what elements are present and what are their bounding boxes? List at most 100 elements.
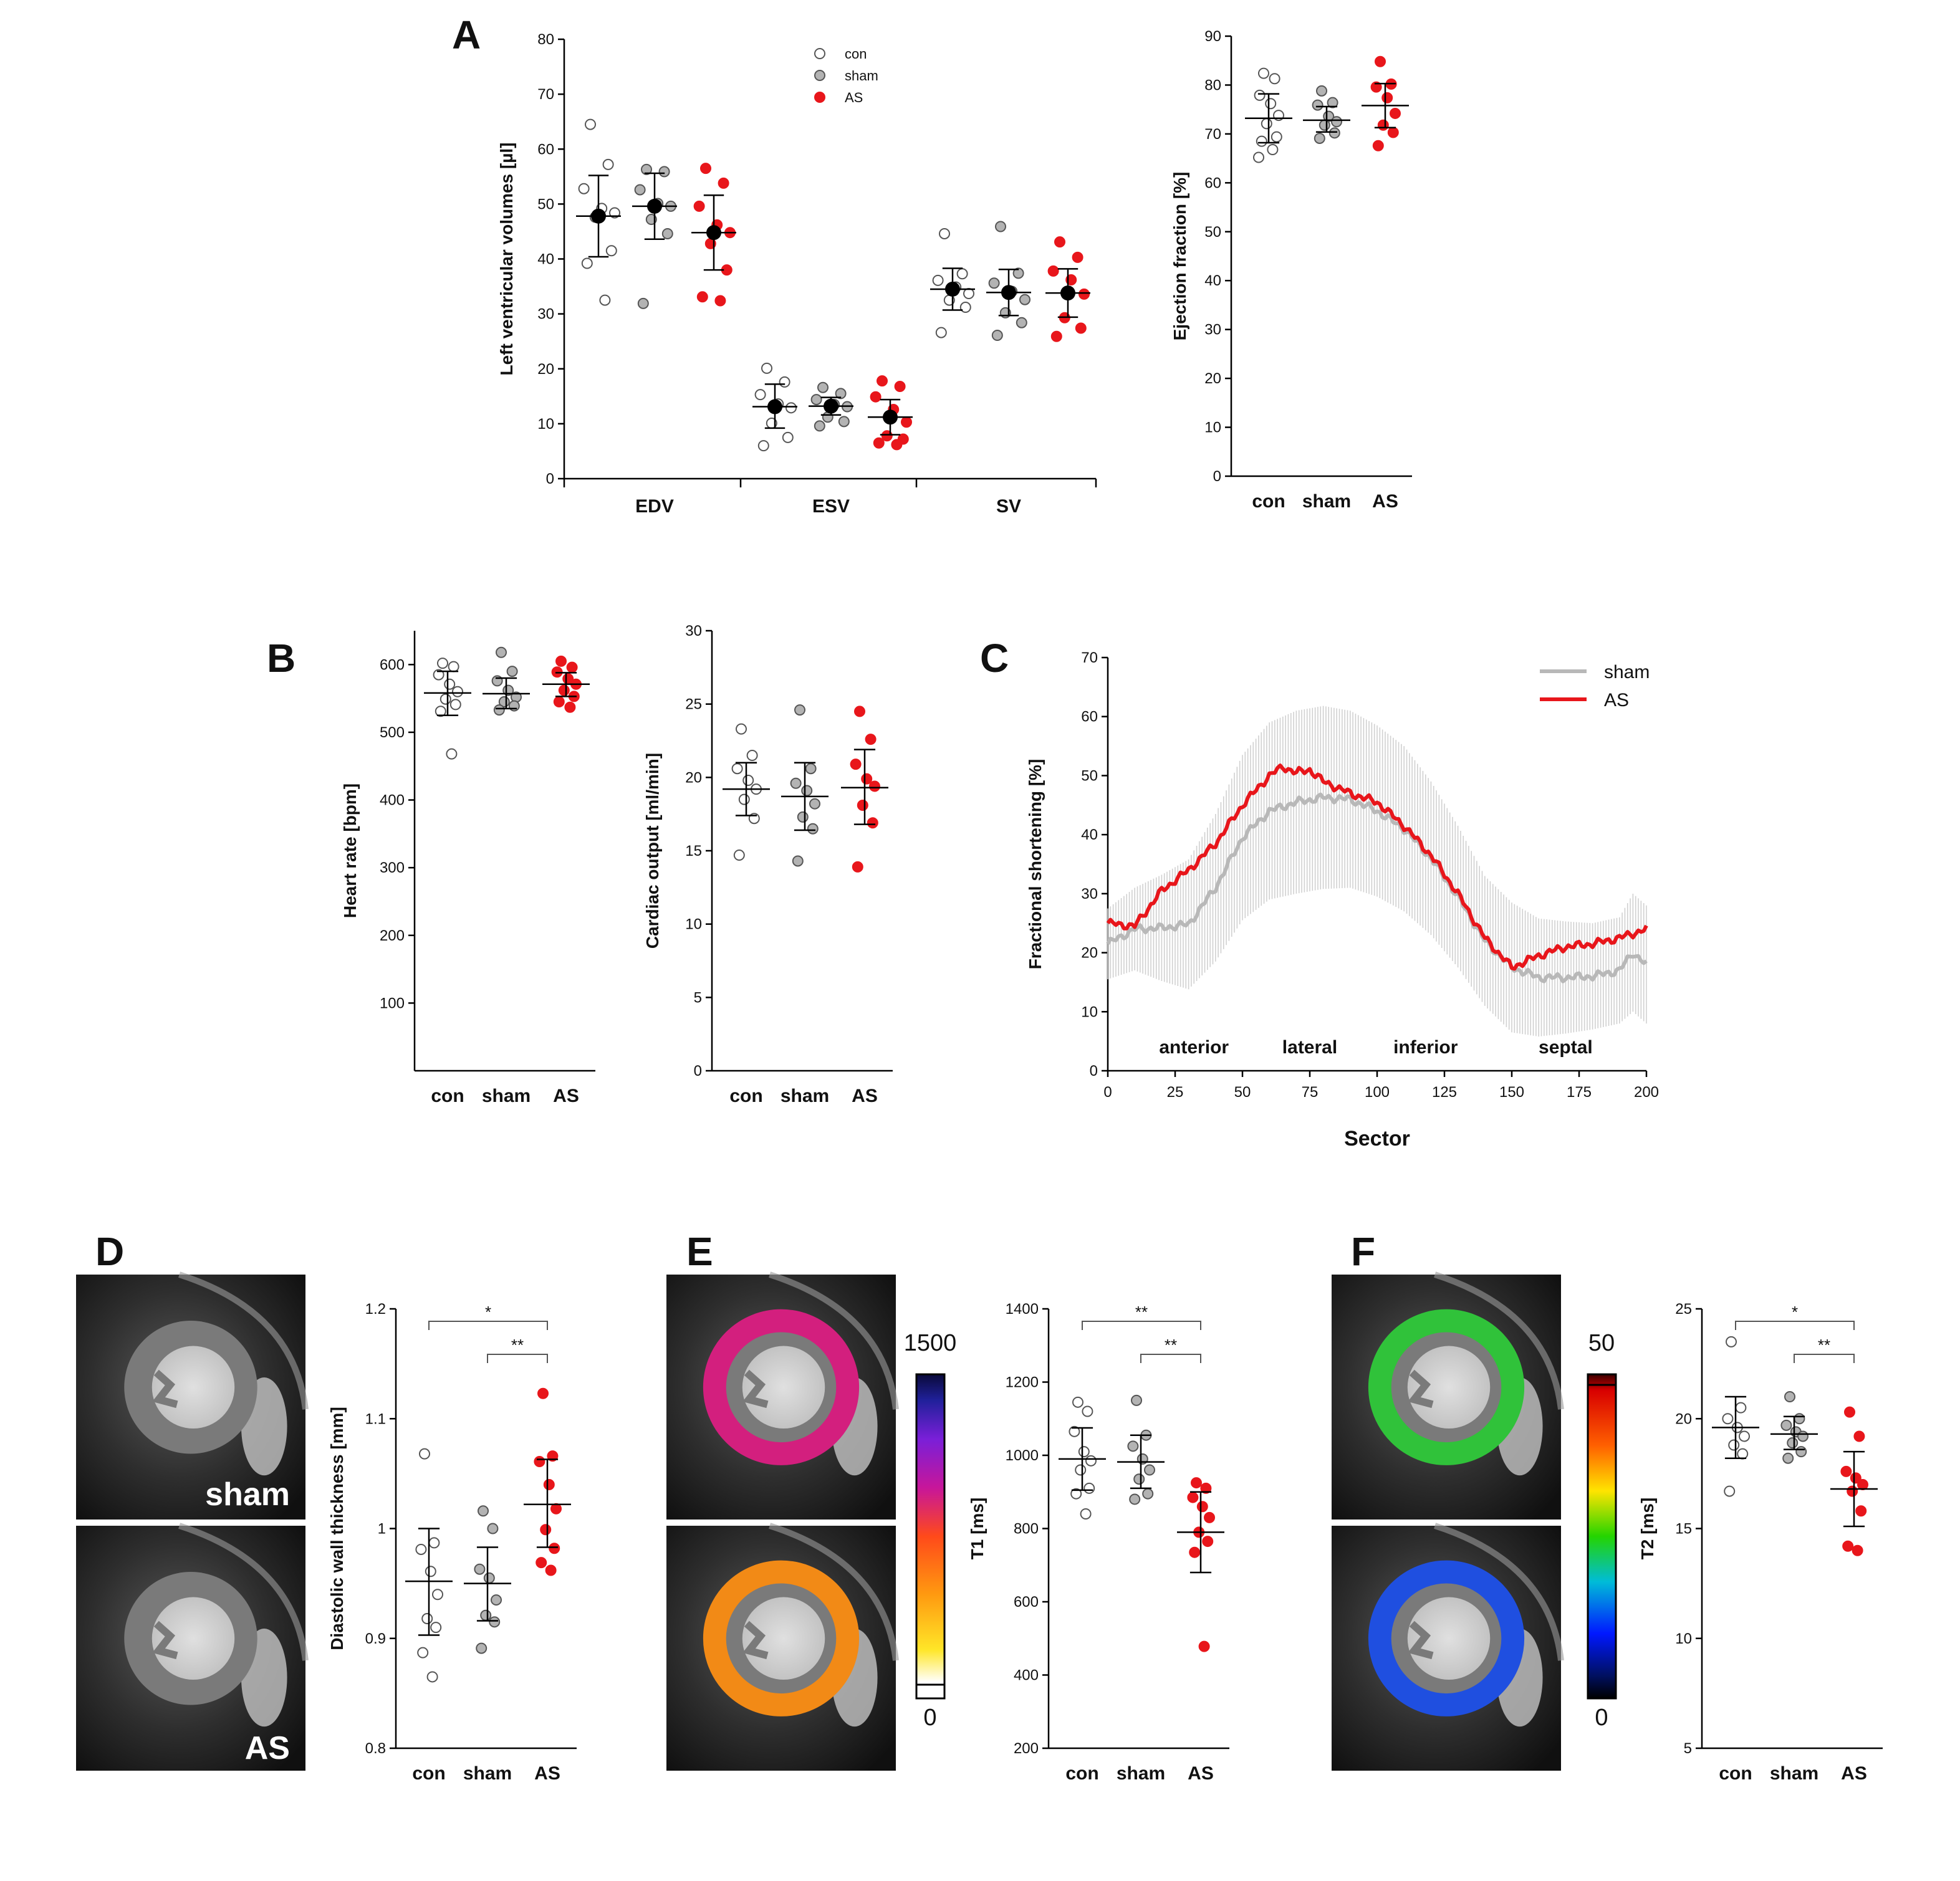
t2-y-axis-label: T2 [ms] [1638, 1498, 1657, 1560]
cardiac-output-chart: 0 5 10 15 20 25 30 Cardiac output [ml/min] con sh… [643, 623, 893, 1106]
volumes-legend-marker-sham [814, 70, 825, 81]
fractional-shortening-chart: 0 10 20 30 40 50 60 70 Fractional shortening [%]… [1026, 649, 1659, 1151]
panel-letter-e: E [686, 1229, 713, 1274]
fs-y-axis-label: Fractional shortening [%] [1026, 759, 1045, 970]
t2-AS-point [1853, 1430, 1865, 1442]
hr-y-tick-label: 300 [380, 859, 405, 876]
fs-region-label-anterior: anterior [1159, 1037, 1229, 1058]
ef-sham-point [1328, 127, 1340, 139]
volumes-EDV-con-point [602, 158, 614, 170]
t2-AS-point [1857, 1479, 1868, 1490]
volumes-EDV-sham-point [658, 166, 670, 178]
wall-sham-point [476, 1642, 488, 1654]
volumes-SV-con-mean-marker [945, 281, 960, 297]
hr-y-tick-label: 100 [380, 995, 405, 1012]
fs-x-tick-label: 0 [1103, 1084, 1112, 1101]
ef-x-label-AS: AS [1372, 491, 1398, 512]
t2-significance-label: ** [1818, 1336, 1830, 1354]
co-y-tick-label: 25 [685, 696, 702, 713]
t1-y-tick-label: 400 [1014, 1667, 1039, 1684]
t2map-sham-chest-wall [1434, 1271, 1564, 1410]
t1-significance-bracket [1082, 1321, 1201, 1330]
hr-con-point [448, 661, 459, 672]
t1-sham-point [1142, 1488, 1154, 1500]
hr-sham-point [508, 700, 520, 712]
t1-con-point [1078, 1446, 1090, 1458]
hr-y-tick-label: 500 [380, 724, 405, 741]
cine-sham-blood-pool [151, 1346, 235, 1429]
fs-legend-label-sham: sham [1604, 662, 1650, 682]
volumes-ESV-AS-point [891, 439, 903, 451]
volumes-EDV-con-point [605, 245, 617, 257]
volumes-ESV-sham-mean-marker [824, 398, 838, 414]
ef-y-tick-label: 10 [1204, 419, 1221, 436]
wall-significance-bracket [487, 1354, 548, 1363]
volumes-EDV-con-point [599, 294, 611, 306]
t1-y-tick-label: 200 [1014, 1740, 1039, 1757]
t1map-as-blood-pool [742, 1597, 825, 1680]
t2-con-point [1726, 1336, 1737, 1347]
t2-significance-bracket [1794, 1354, 1855, 1363]
volumes-x-label-ESV: ESV [812, 496, 850, 517]
volumes-ESV-sham-point [838, 416, 850, 428]
t1-colorbar: 1500 0 [904, 1330, 957, 1731]
cine-as-papillary-muscle [152, 1620, 178, 1660]
volumes-y-tick-label: 80 [537, 31, 554, 48]
ef-sham-point [1331, 116, 1342, 128]
fs-x-tick-label: 200 [1634, 1084, 1659, 1101]
volumes-ESV-AS-mean-marker [883, 409, 898, 425]
ef-sham-point [1312, 99, 1323, 111]
t1-AS-point [1196, 1501, 1208, 1513]
hr-y-tick-label: 600 [380, 656, 405, 673]
volumes-SV-con-point [939, 227, 950, 239]
t1-x-label-sham: sham [1117, 1763, 1165, 1784]
volumes-y-tick-label: 20 [537, 361, 554, 378]
cine-as-blood-pool [151, 1597, 235, 1680]
ef-sham-point [1314, 132, 1325, 144]
t1-sham-point [1133, 1473, 1145, 1485]
t1-AS-point [1202, 1536, 1214, 1548]
t1-y-axis-label: T1 [ms] [968, 1498, 987, 1560]
t1-sham-point [1129, 1493, 1141, 1505]
fs-x-tick-label: 175 [1567, 1084, 1592, 1101]
hr-x-label-sham: sham [482, 1086, 531, 1106]
hr-con-point [446, 748, 458, 760]
volumes-EDV-AS-point [718, 177, 729, 189]
t1-con-point [1083, 1482, 1095, 1494]
hr-AS-point [555, 655, 567, 667]
t2map-sham-map-ring [1368, 1309, 1525, 1465]
volumes-SV-sham-point [1016, 317, 1027, 328]
ejection-fraction-chart: 0 10 20 30 40 50 60 70 80 90 Ejection fraction [%]… [1170, 28, 1412, 512]
panel-letter-a: A [452, 12, 481, 57]
hr-sham-point [506, 666, 518, 677]
ef-con-point [1271, 131, 1282, 143]
co-y-tick-label: 10 [685, 916, 702, 933]
hr-AS-point [558, 684, 570, 696]
volumes-ESV-AS-point [877, 375, 888, 387]
wall-y-tick-label: 1.2 [365, 1301, 386, 1318]
volumes-ESV-AS-point [901, 416, 912, 428]
wall-AS-point [543, 1479, 555, 1490]
volumes-EDV-con-mean-marker [591, 208, 606, 224]
t1-AS-point [1189, 1546, 1201, 1558]
volumes-legend-label-AS: AS [845, 90, 863, 105]
t1-colorbar-max: 1500 [904, 1330, 957, 1356]
panel-letter-d: D [95, 1229, 124, 1274]
co-x-label-sham: sham [781, 1086, 829, 1106]
t2-x-label-sham: sham [1770, 1763, 1818, 1784]
hr-AS-point [566, 661, 578, 673]
volumes-y-tick-label: 0 [546, 471, 554, 487]
cine-sham-papillary-muscle [152, 1369, 178, 1409]
volumes-ESV-sham-point [814, 420, 825, 432]
wall-sham-point [474, 1563, 486, 1575]
t2-x-label-AS: AS [1841, 1763, 1867, 1784]
panel-letter-f: F [1351, 1229, 1375, 1274]
t1-significance-label: ** [1165, 1336, 1177, 1354]
fs-y-tick-label: 50 [1081, 767, 1098, 784]
ef-con-point [1256, 135, 1267, 147]
wall-y-tick-label: 1.1 [365, 1410, 386, 1427]
volumes-SV-sham-point [988, 277, 1000, 289]
co-y-axis-label: Cardiac output [ml/min] [643, 753, 662, 949]
volumes-EDV-AS-mean-marker [706, 225, 721, 241]
